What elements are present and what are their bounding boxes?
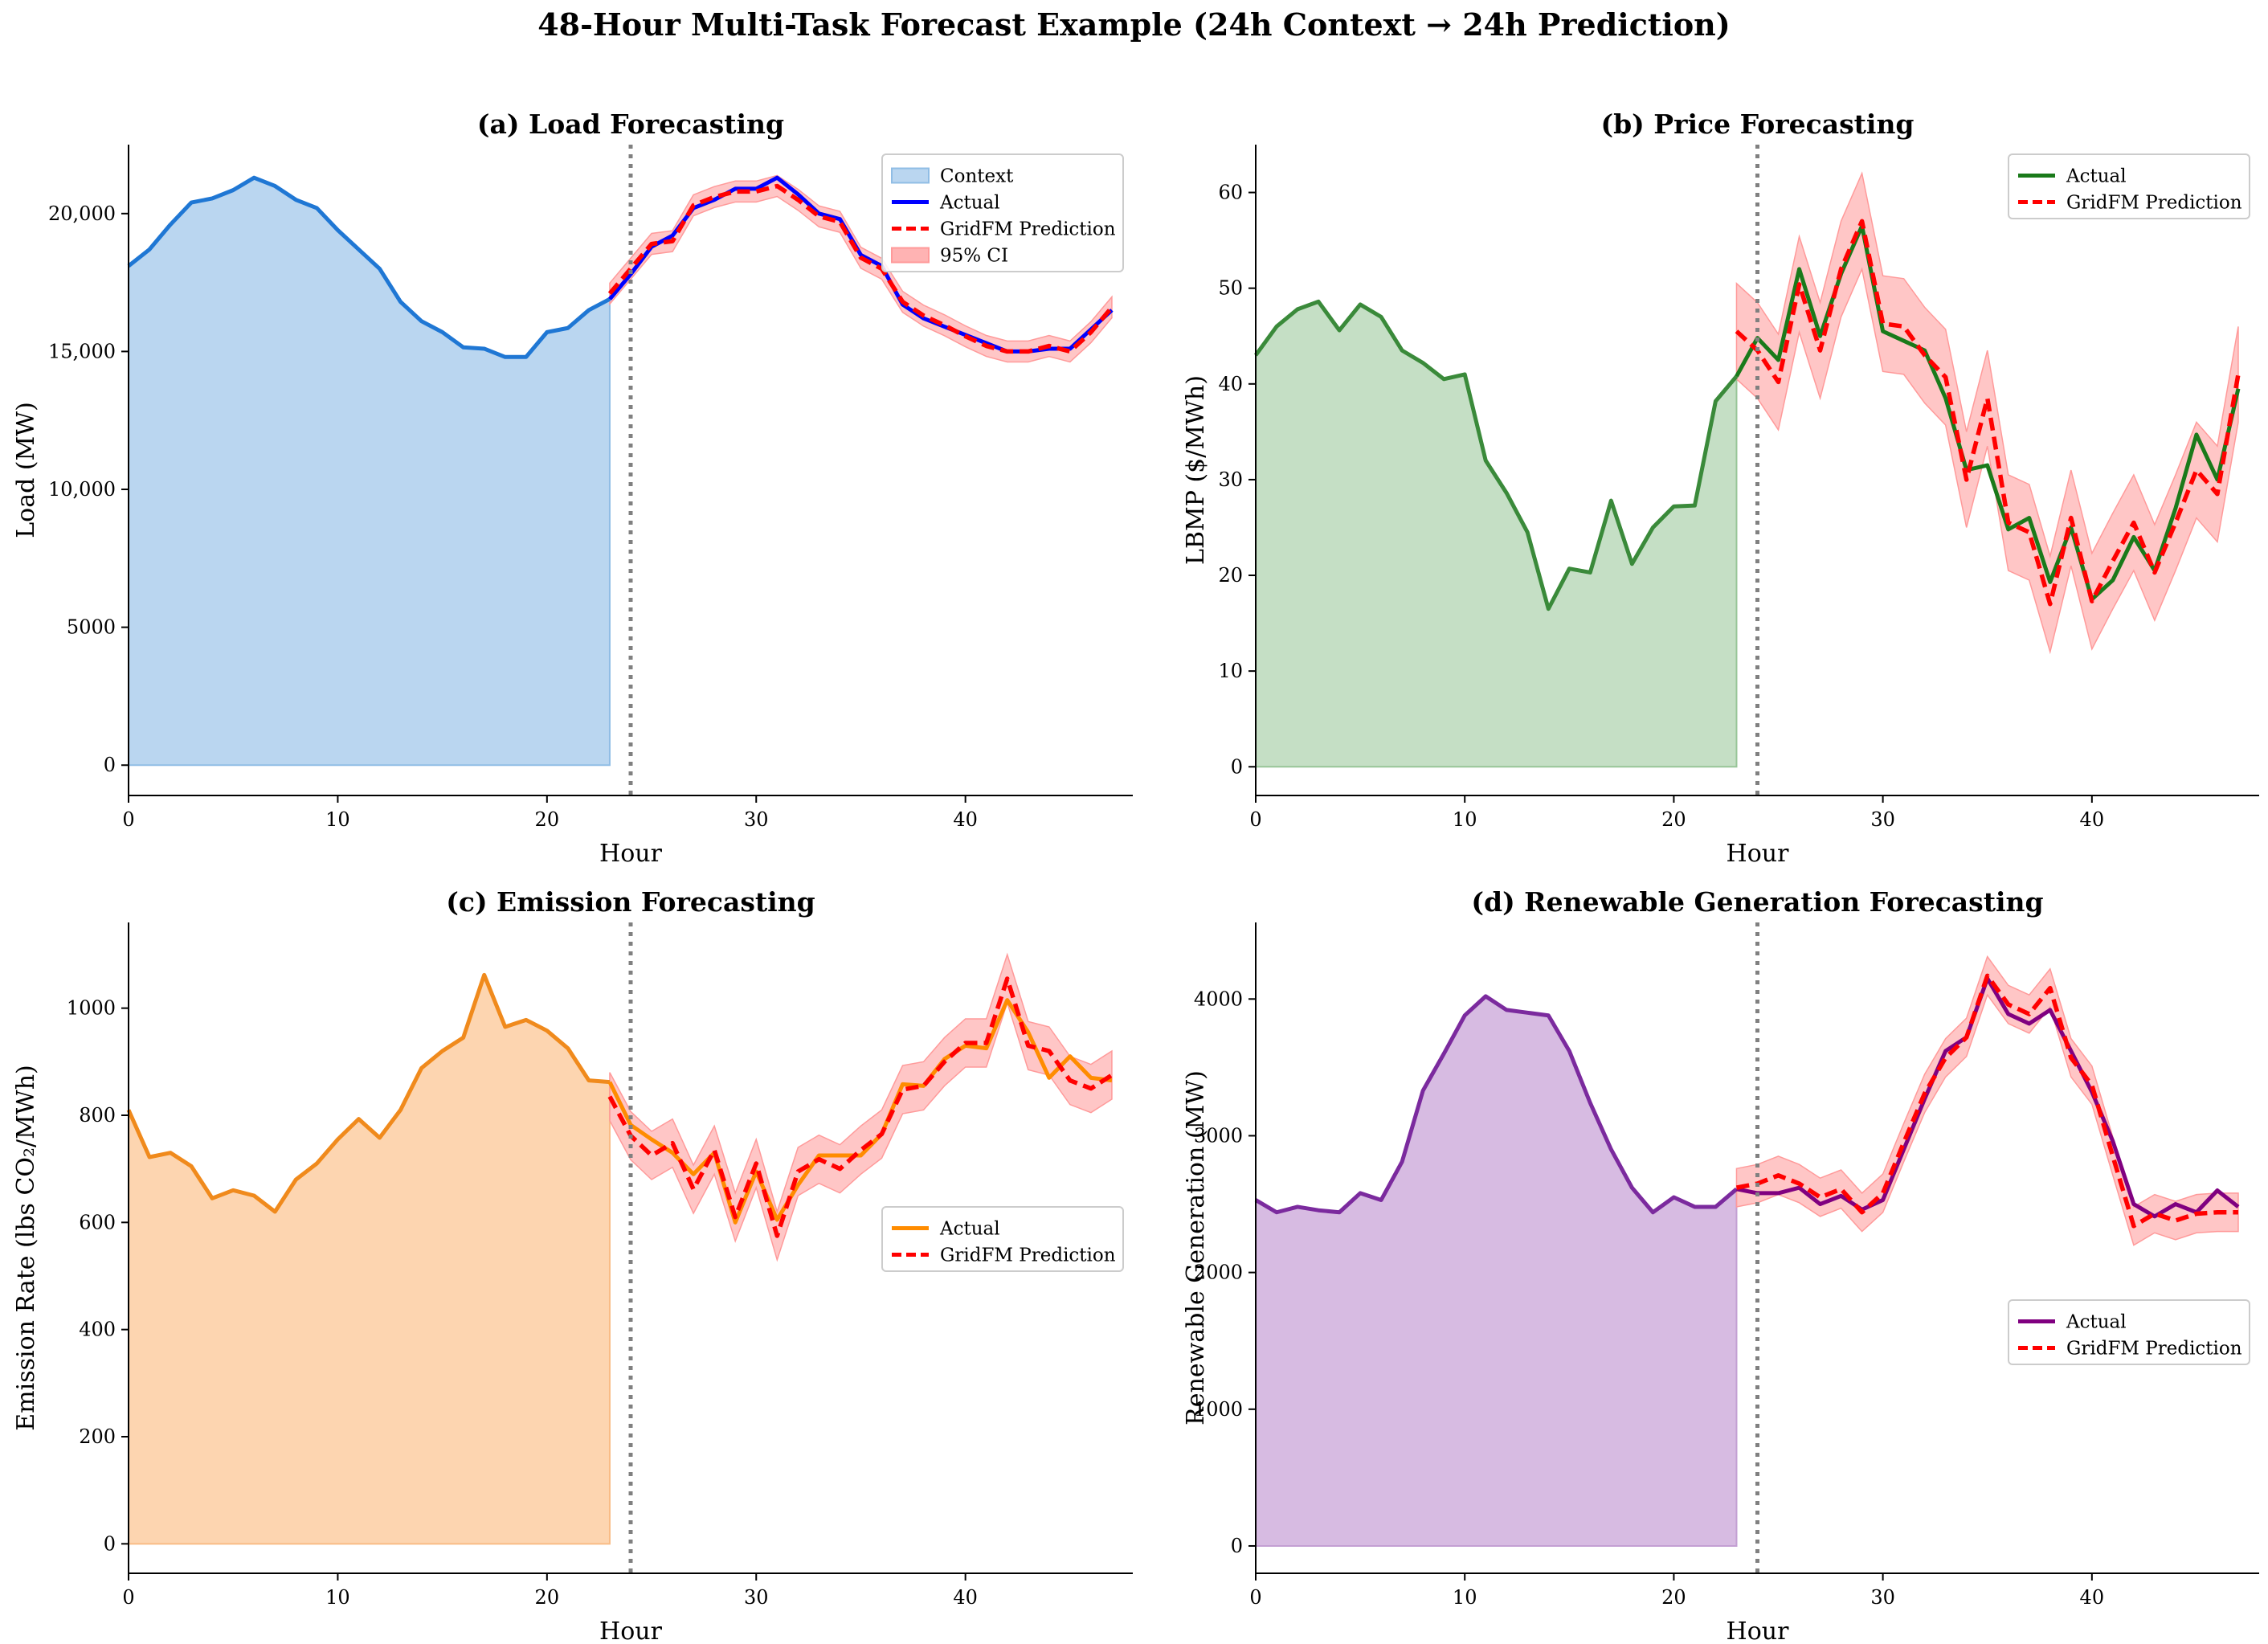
y-tick-label: 50 <box>1218 277 1243 300</box>
legend-swatch-ci <box>891 247 930 264</box>
legend-swatch-context <box>891 167 930 184</box>
legend-box <box>881 153 1124 272</box>
y-tick-label: 40 <box>1218 373 1243 395</box>
legend-label: Context <box>940 166 1014 187</box>
y-tick-label: 20,000 <box>48 202 116 225</box>
panel-title: (c) Emission Forecasting <box>446 886 815 918</box>
prediction-line <box>1735 973 2238 1229</box>
actual-line <box>607 998 1113 1225</box>
legend-label: 95% CI <box>940 246 1008 267</box>
ci-band <box>1735 955 2239 1246</box>
legend-label: Actual <box>2066 166 2127 187</box>
y-tick-label: 10 <box>1218 660 1243 682</box>
x-axis-label: Hour <box>599 840 663 868</box>
x-tick-label: 40 <box>953 808 978 831</box>
legend-label: Actual <box>939 193 1000 214</box>
ci-band <box>1735 171 2239 655</box>
x-tick-label: 30 <box>744 1586 769 1609</box>
y-tick-label: 800 <box>79 1104 116 1127</box>
y-tick-label: 0 <box>1231 755 1243 778</box>
x-tick-label: 10 <box>325 808 350 831</box>
legend-label: GridFM Prediction <box>2066 1339 2242 1360</box>
x-tick-label: 30 <box>1870 1586 1895 1609</box>
x-tick-label: 0 <box>122 808 134 831</box>
y-tick-label: 10,000 <box>48 478 116 501</box>
x-tick-label: 10 <box>1453 1586 1477 1609</box>
y-tick-label: 400 <box>79 1319 116 1341</box>
y-tick-label: 600 <box>79 1211 116 1233</box>
x-tick-label: 20 <box>1661 1586 1686 1609</box>
chart-price: 0 10 20 30 40 0 10 20 30 40 50 60 (b) Price Forecast… <box>1182 108 2259 868</box>
ci-band <box>609 952 1113 1262</box>
x-tick-label: 10 <box>1453 808 1477 831</box>
panel-title: (a) Load Forecasting <box>477 108 784 140</box>
legend-box <box>2008 153 2250 219</box>
context-line <box>1254 994 1739 1215</box>
legend-label: GridFM Prediction <box>2066 193 2242 214</box>
legend-label: GridFM Prediction <box>940 1245 1116 1266</box>
context-line <box>127 175 611 359</box>
chart-load: 0 10 20 30 40 0 5000 10,000 15,000 20,000 (a) Load… <box>12 108 1133 868</box>
x-tick-label: 0 <box>1249 808 1261 831</box>
x-tick-label: 20 <box>535 1586 560 1609</box>
context-area <box>1255 301 1738 768</box>
figure-title: 48-Hour Multi-Task Forecast Example (24h… <box>537 6 1731 43</box>
legend-label: Actual <box>939 1219 1000 1240</box>
x-tick-label: 0 <box>122 1586 134 1609</box>
y-tick-label: 0 <box>104 1532 116 1555</box>
x-tick-label: 10 <box>325 1586 350 1609</box>
legend: Context Actual GridFM Prediction 95% CI <box>881 153 1124 272</box>
y-axis-label: Emission Rate (lbs CO₂/MWh) <box>12 1065 40 1430</box>
legend-box <box>2008 1299 2250 1365</box>
panel-title: (d) Renewable Generation Forecasting <box>1471 886 2043 918</box>
x-tick-label: 40 <box>2080 1586 2105 1609</box>
x-axis-label: Hour <box>1727 1617 1790 1644</box>
x-tick-label: 30 <box>1870 808 1895 831</box>
x-tick-label: 30 <box>744 808 769 831</box>
y-tick-label: 15,000 <box>48 340 116 362</box>
y-axis-label: Load (MW) <box>12 402 40 538</box>
panel-title: (b) Price Forecasting <box>1600 108 1914 140</box>
y-tick-label: 0 <box>1231 1535 1243 1557</box>
x-axis-label: Hour <box>1727 840 1790 868</box>
y-axis-label: LBMP ($/MWh) <box>1182 375 1210 565</box>
legend-label: Actual <box>2066 1312 2127 1333</box>
y-tick-label: 200 <box>79 1425 116 1448</box>
chart-renewable: 0 10 20 30 40 0 1000 2000 3000 4000 (d) Renewable … <box>1182 886 2259 1644</box>
x-tick-label: 40 <box>2080 808 2105 831</box>
context-area <box>1255 995 1738 1547</box>
legend: Actual GridFM Prediction <box>2008 1299 2250 1365</box>
y-tick-label: 2000 <box>1194 1262 1243 1284</box>
x-tick-label: 20 <box>1661 808 1686 831</box>
y-tick-label: 1000 <box>67 997 116 1020</box>
y-tick-label: 4000 <box>1194 988 1243 1010</box>
prediction-line <box>1735 219 2241 607</box>
context-line <box>126 972 611 1214</box>
x-tick-label: 20 <box>535 808 560 831</box>
x-tick-label: 0 <box>1249 1586 1261 1609</box>
context-area <box>128 972 611 1545</box>
x-tick-label: 40 <box>953 1586 978 1609</box>
y-tick-label: 30 <box>1218 468 1243 491</box>
y-tick-label: 20 <box>1218 564 1243 587</box>
y-tick-label: 1000 <box>1194 1398 1243 1421</box>
x-axis-label: Hour <box>599 1617 663 1644</box>
prediction-line <box>607 183 1114 354</box>
y-tick-label: 5000 <box>67 616 116 639</box>
y-axis-label: Renewable Generation (MW) <box>1182 1070 1210 1425</box>
legend: Actual GridFM Prediction <box>2008 153 2250 219</box>
y-tick-label: 0 <box>104 754 116 776</box>
legend-label: GridFM Prediction <box>940 219 1116 240</box>
context-area <box>128 177 611 767</box>
context-line <box>1253 299 1739 611</box>
legend: Actual GridFM Prediction <box>881 1206 1124 1272</box>
legend-box <box>881 1206 1124 1272</box>
ci-band <box>609 174 1113 363</box>
y-tick-label: 3000 <box>1194 1124 1243 1147</box>
prediction-line <box>607 976 1114 1238</box>
y-tick-label: 60 <box>1218 182 1243 204</box>
